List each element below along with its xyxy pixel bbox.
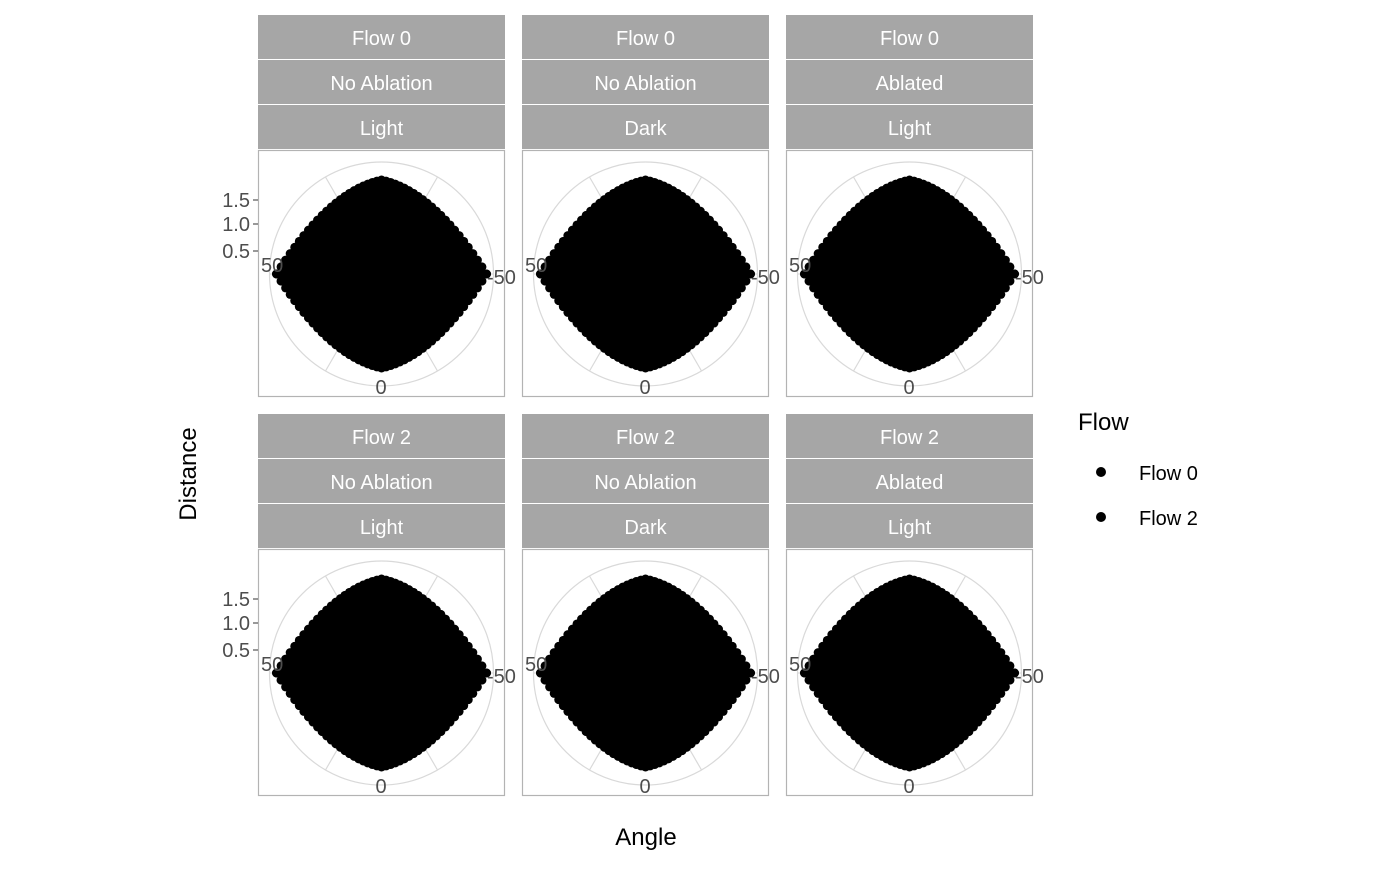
facet-strip-label: Light [360, 517, 404, 539]
angle-tick-label: -50 [1015, 666, 1044, 688]
angle-tick-label: 0 [376, 377, 387, 399]
facet-strip-label: Flow 0 [880, 28, 939, 50]
facet-strip-bg [786, 15, 1033, 59]
radius-tick-label: 1.5 [222, 190, 250, 212]
facet-panel-1: Flow 0 No Ablation Light 50 -50 0 0.5 1.01.5 [222, 15, 516, 399]
facet-strip-label: Dark [624, 118, 667, 140]
angle-tick-label: 50 [525, 654, 547, 676]
panels-layer: Flow 0No AblationLight50-5000.51.01.5Flo… [222, 15, 1044, 798]
radius-tick-label: 1.0 [222, 214, 250, 236]
facet-strip-label: Light [360, 118, 404, 140]
data-point-cloud [540, 579, 751, 767]
facet-panel-3: Flow 0 Ablated Light 50 -50 0 [785, 15, 1044, 399]
angle-tick-label: 50 [261, 654, 283, 676]
angle-tick-label: 50 [525, 255, 547, 277]
facet-strip-label: No Ablation [330, 73, 432, 95]
data-point-cloud [804, 180, 1015, 368]
data-point-cloud [276, 180, 487, 368]
facet-strip-bg [786, 60, 1033, 104]
x-axis-label: Angle [615, 824, 676, 851]
facet-strip-label: Ablated [876, 472, 944, 494]
data-points [272, 574, 491, 772]
legend-title: Flow [1078, 409, 1129, 436]
angle-tick-label: 0 [640, 377, 651, 399]
facet-strip-label: No Ablation [594, 472, 696, 494]
facet-strip-bg [258, 504, 505, 548]
facet-strip-label: No Ablation [594, 73, 696, 95]
facet-panel-5: Flow 2 No Ablation Dark 50 -50 0 [521, 414, 780, 798]
angle-tick-label: -50 [751, 666, 780, 688]
facet-strip-bg [522, 414, 769, 458]
facet-strip-label: Flow 2 [352, 427, 411, 449]
facet-strip-bg [522, 105, 769, 149]
data-point-cloud [540, 180, 751, 368]
facet-strip-bg [522, 504, 769, 548]
angle-tick-label: -50 [487, 267, 516, 289]
facet-strip-label: Light [888, 517, 932, 539]
y-axis-label: Distance [175, 427, 202, 520]
facet-strip-bg [258, 15, 505, 59]
angle-tick-label: 0 [904, 377, 915, 399]
angle-tick-label: -50 [487, 666, 516, 688]
facet-strip-bg [786, 504, 1033, 548]
legend-label-flow-0: Flow 0 [1139, 463, 1198, 485]
data-points [536, 574, 755, 772]
data-points [536, 175, 755, 373]
radius-tick-label: 0.5 [222, 241, 250, 263]
facet-strip-bg [522, 459, 769, 503]
legend-label-flow-2: Flow 2 [1139, 508, 1198, 530]
data-point-cloud [804, 579, 1015, 767]
angle-tick-label: 50 [789, 255, 811, 277]
facet-strip-bg [258, 60, 505, 104]
data-points [800, 574, 1019, 772]
facet-strip-bg [786, 105, 1033, 149]
angle-tick-label: -50 [751, 267, 780, 289]
facet-strip-bg [258, 105, 505, 149]
facet-strip-bg [786, 459, 1033, 503]
angle-tick-label: 0 [640, 776, 651, 798]
facet-strip-bg [522, 60, 769, 104]
data-points [272, 175, 491, 373]
legend-key-flow-2 [1096, 512, 1106, 522]
angle-tick-label: 50 [789, 654, 811, 676]
data-points [800, 175, 1019, 373]
facet-panel-4: Flow 2 No Ablation Light 50 -50 0 0.5 1.01.5 [222, 414, 516, 798]
radius-tick-label: 1.5 [222, 589, 250, 611]
facet-panel-6: Flow 2 Ablated Light 50 -50 0 [785, 414, 1044, 798]
angle-tick-label: 0 [376, 776, 387, 798]
facet-strip-bg [258, 414, 505, 458]
facet-strip-label: Flow 2 [880, 427, 939, 449]
radius-tick-label: 0.5 [222, 640, 250, 662]
angle-tick-label: -50 [1015, 267, 1044, 289]
facet-strip-label: Flow 0 [352, 28, 411, 50]
facet-strip-label: Flow 2 [616, 427, 675, 449]
angle-tick-label: 50 [261, 255, 283, 277]
angle-tick-label: 0 [904, 776, 915, 798]
facet-strip-label: Ablated [876, 73, 944, 95]
facet-strip-bg [258, 459, 505, 503]
legend-key-flow-0 [1096, 467, 1106, 477]
data-point-cloud [276, 579, 487, 767]
facet-strip-label: Dark [624, 517, 667, 539]
legend: Flow Flow 0 Flow 2 [1078, 409, 1198, 530]
facet-strip-bg [786, 414, 1033, 458]
radius-tick-label: 1.0 [222, 613, 250, 635]
facet-strip-label: Light [888, 118, 932, 140]
facet-panel-2: Flow 0 No Ablation Dark 50 -50 0 [521, 15, 780, 399]
facet-strip-label: Flow 0 [616, 28, 675, 50]
facet-strip-bg [522, 15, 769, 59]
facet-strip-label: No Ablation [330, 472, 432, 494]
